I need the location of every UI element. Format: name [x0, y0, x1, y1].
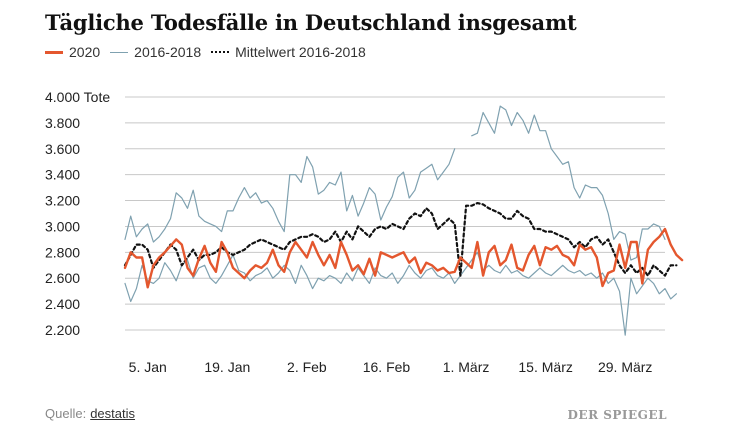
- y-tick-label: 3.600: [45, 141, 80, 157]
- legend-swatch-2020: [45, 50, 63, 54]
- legend-item-mean: Mittelwert 2016-2018: [211, 44, 366, 60]
- legend-label-2016-2018: 2016-2018: [134, 44, 202, 60]
- legend-swatch-2016-2018: [110, 51, 129, 53]
- y-tick-label: 3.800: [45, 115, 80, 131]
- legend-item-2016-2018: 2016-2018: [110, 44, 201, 60]
- x-tick-label: 16. Feb: [363, 359, 411, 375]
- y-tick-label: 2.600: [45, 270, 80, 286]
- x-tick-label: 19. Jan: [204, 359, 250, 375]
- x-tick-label: 2. Feb: [287, 359, 327, 375]
- x-tick-label: 29. März: [598, 359, 652, 375]
- y-tick-label: 3.200: [45, 193, 80, 209]
- legend-label-2020: 2020: [69, 44, 101, 60]
- series-2016-2018-lower: [124, 251, 677, 336]
- x-tick-label: 5. Jan: [129, 359, 167, 375]
- chart-legend: 2020 2016-2018 Mittelwert 2016-2018: [45, 44, 376, 60]
- series-2020: [123, 227, 684, 289]
- legend-swatch-mean: [211, 51, 230, 53]
- x-tick-label: 15. März: [518, 359, 572, 375]
- y-tick-label: 2.200: [45, 322, 80, 338]
- legend-label-mean: Mittelwert 2016-2018: [235, 44, 366, 60]
- brand-logo: DER SPIEGEL: [567, 408, 667, 422]
- chart-title: Tägliche Todesfälle in Deutschland insge…: [45, 10, 577, 35]
- source-link[interactable]: destatis: [90, 406, 136, 421]
- x-tick-label: 1. März: [443, 359, 490, 375]
- legend-item-2020: 2020: [45, 44, 100, 60]
- y-tick-label: 2.800: [45, 244, 80, 260]
- source-note: Quelle: destatis: [45, 406, 135, 421]
- y-tick-label: 2.400: [45, 296, 80, 312]
- series-mean-2016-2018: [123, 202, 678, 277]
- y-tick-label: 3.400: [45, 167, 80, 183]
- source-label: Quelle:: [45, 406, 87, 421]
- series-2016-2018-upper: [124, 105, 666, 261]
- y-tick-label: 3.000: [45, 218, 80, 234]
- y-tick-label: 4.000 Tote: [45, 89, 110, 105]
